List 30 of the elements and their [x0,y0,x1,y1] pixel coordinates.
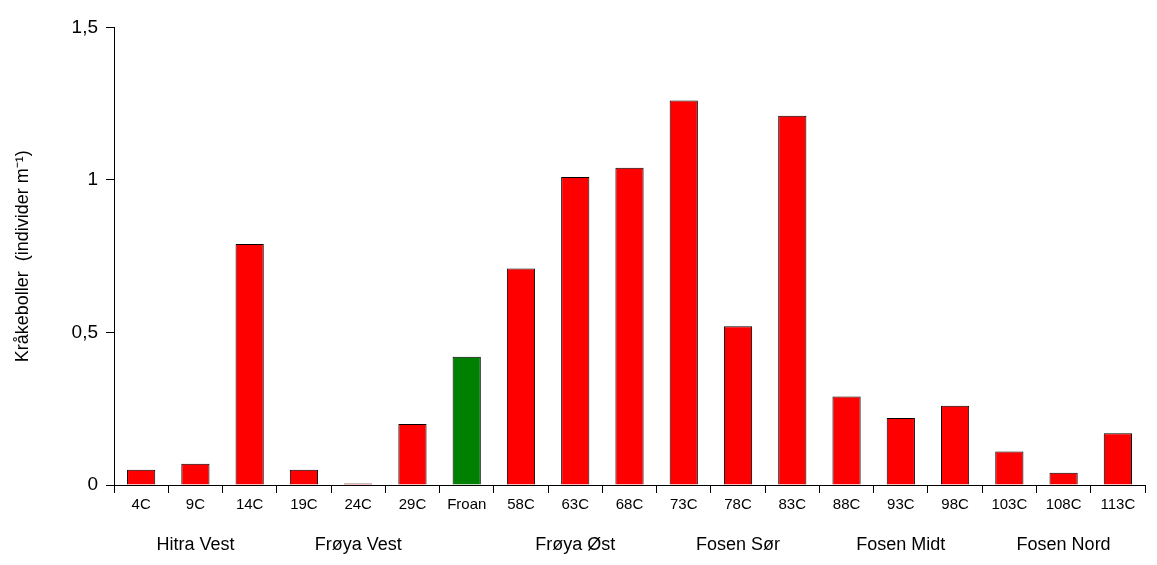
y-axis-title: Kråkeboller (individer m⁻¹) [11,150,32,363]
x-tick-label: 103C [991,495,1028,513]
x-tick-label: 24C [344,495,373,513]
x-tick-label: Froan [447,495,487,513]
text: Frøya Vest [314,533,402,554]
x-tick-label: 98C [941,495,969,513]
x-tick-label: 14C [235,495,264,513]
x-tick-label: 83C [778,495,807,513]
text: Fosen Sør [696,533,781,554]
y-tick-label: 1 [87,168,99,190]
x-tick-label: 93C [887,495,915,513]
x-tick-label: 113C [1100,495,1136,513]
text: Fosen Midt [856,533,946,554]
x-tick-label: 78C [724,495,752,513]
x-tick-label: 19C [290,495,318,513]
y-tick-label: 1,5 [71,15,99,37]
x-tick-label: 4C [131,495,151,513]
x-tick-label: 68C [615,495,644,513]
x-tick-label: 73C [670,495,698,513]
x-tick-label: 63C [561,495,590,513]
x-tick-label: 58C [507,495,535,513]
text: Hitra Vest [156,533,235,554]
y-tick-label: 0 [87,473,99,495]
x-tick-label: 88C [832,495,861,513]
x-tick-label: 29C [398,495,427,513]
x-tick-label: 108C [1045,495,1082,513]
text: Fosen Nord [1016,533,1111,554]
y-tick-label: 0,5 [71,320,99,342]
x-tick-label: 9C [185,495,206,513]
text: Frøya Øst [535,533,616,554]
